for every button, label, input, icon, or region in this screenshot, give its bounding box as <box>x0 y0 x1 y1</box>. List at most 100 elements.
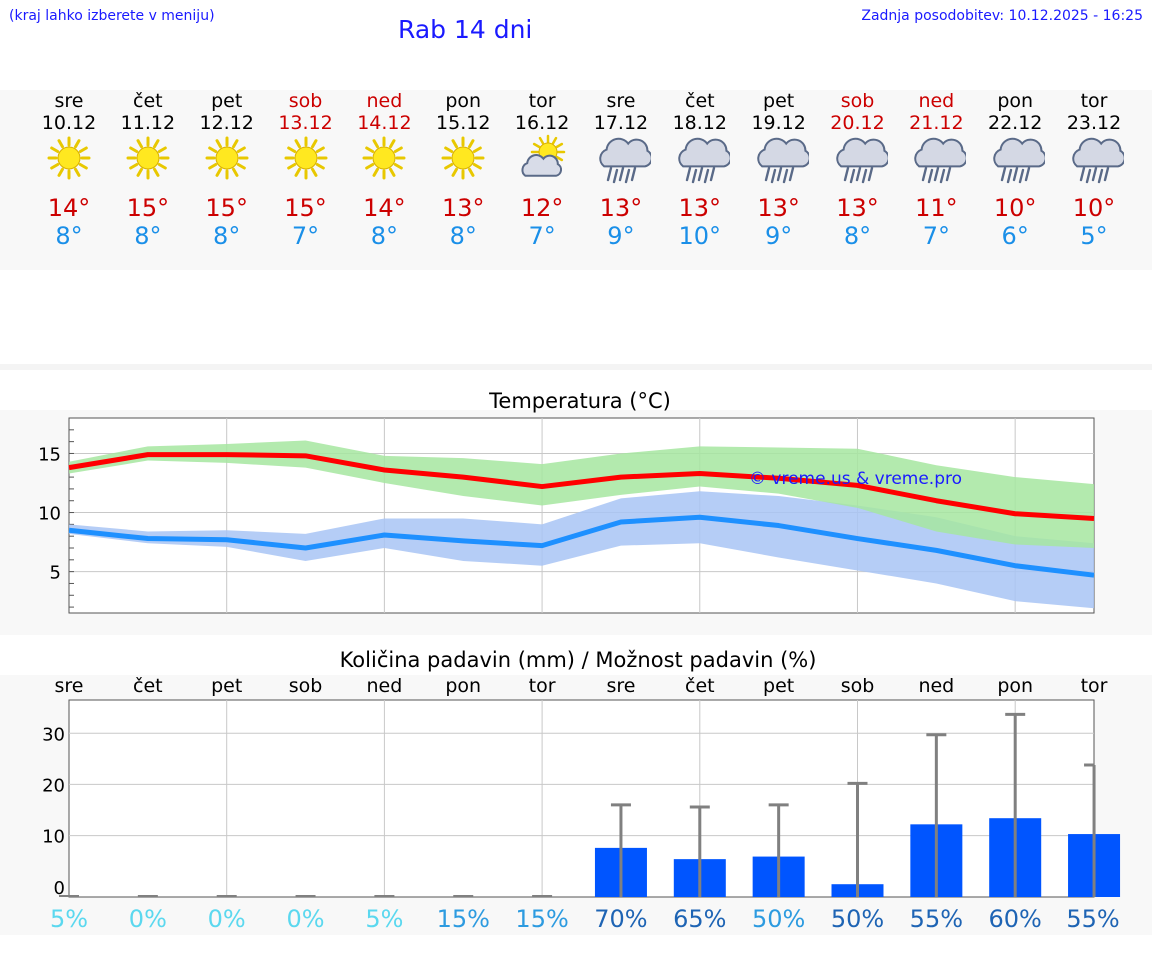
precip-probability: 15% <box>437 905 490 933</box>
sun-ray <box>444 163 454 170</box>
weather-icon <box>362 136 406 180</box>
day-column: čet 11.12 15° 8° <box>108 90 188 250</box>
precip-probability: 0% <box>208 905 246 933</box>
x-tick-label: ned <box>367 675 403 697</box>
day-name: sre <box>54 90 84 112</box>
precip-probability: 65% <box>673 905 726 933</box>
rain-drop <box>782 168 788 184</box>
precip-probability: 55% <box>1066 905 1119 933</box>
day-column: ned 14.12 14° 8° <box>344 90 424 250</box>
day-name: ned <box>918 90 955 112</box>
sun-icon <box>47 136 91 180</box>
rain-cloud-icon <box>756 137 811 184</box>
rain-drop <box>788 166 794 182</box>
sun-disc <box>372 146 396 170</box>
temp-min: 8° <box>370 222 399 250</box>
cloud-shape <box>678 137 732 168</box>
rain-drop <box>922 166 928 182</box>
rain-drop <box>928 168 934 184</box>
rain-drop <box>697 166 703 182</box>
temp-min: 8° <box>134 222 162 250</box>
weather-icon <box>205 136 249 180</box>
x-tick-label: pet <box>211 675 242 697</box>
cloud-shape <box>1072 137 1126 168</box>
y-tick-label: 30 <box>42 724 65 745</box>
x-tick-label: sre <box>55 675 84 697</box>
rain-cloud-icon <box>993 137 1047 184</box>
day-date: 18.12 <box>672 112 727 134</box>
x-tick-label: čet <box>133 675 163 697</box>
day-name: pon <box>997 90 1034 112</box>
sun-ray <box>215 139 222 149</box>
day-column: sob 13.12 15° 7° <box>266 90 346 250</box>
day-date: 15.12 <box>436 112 491 134</box>
sun-icon <box>441 136 485 180</box>
x-tick-label: sre <box>606 675 635 697</box>
x-tick-label: ned <box>918 675 954 697</box>
day-date: 22.12 <box>987 112 1043 134</box>
sun-ray <box>294 139 301 149</box>
forecast-days-panel: sre 10.12 14° 8° čet 11.12 15° 8° pet 12.12 15° 8° s… <box>0 90 1152 270</box>
day-date: 10.12 <box>41 112 97 134</box>
y-tick-label: 0 <box>54 878 65 899</box>
rain-drop <box>1000 166 1007 182</box>
temperature-chart: Temperatura (°C) 5 10 15 © vreme.us & vreme.… <box>0 389 1152 635</box>
rain-drop <box>764 166 770 182</box>
precip-probability: 70% <box>594 905 647 933</box>
cloud-shape <box>756 137 811 168</box>
chart-title: Temperatura (°C) <box>488 389 671 413</box>
temp-max: 15° <box>205 194 248 222</box>
rain-drop <box>770 168 776 184</box>
sun-ray <box>215 167 222 177</box>
sun-ray <box>236 163 246 170</box>
watermark: © vreme.us & vreme.pro <box>749 469 962 489</box>
precip-probability: 50% <box>752 905 805 933</box>
day-column: čet 18.12 13° 10° <box>660 90 740 250</box>
temp-min: 6° <box>1001 222 1029 250</box>
sun-ray <box>157 146 167 153</box>
precip-probability: 55% <box>910 905 963 933</box>
sun-disc <box>215 146 239 170</box>
x-tick-label: sob <box>841 675 875 697</box>
weather-icon <box>599 137 653 184</box>
rain-drop <box>861 168 867 184</box>
sun-ray <box>157 163 167 170</box>
rain-cloud-icon <box>835 137 890 184</box>
sun-ray <box>50 146 60 153</box>
day-name: tor <box>1080 90 1108 112</box>
rain-drop <box>1085 168 1092 184</box>
temp-min: 8° <box>213 222 241 250</box>
precip-probability: 5% <box>365 905 403 933</box>
y-tick-label: 10 <box>42 827 65 848</box>
weather-icon <box>441 136 485 180</box>
sun-ray <box>286 146 296 153</box>
weather-icon <box>678 137 732 184</box>
day-name: pet <box>211 90 243 112</box>
precip-probability: 5% <box>50 905 88 933</box>
max-temp-line <box>68 452 1095 521</box>
sun-ray <box>136 167 143 177</box>
day-name: tor <box>528 90 556 112</box>
day-name: pon <box>445 90 482 112</box>
day-column: sre 17.12 13° 9° <box>581 90 661 250</box>
weather-icon <box>47 136 91 180</box>
rain-drop <box>1006 168 1013 184</box>
temp-min: 5° <box>1080 222 1108 250</box>
day-name: čet <box>133 90 163 112</box>
sun-disc <box>136 146 160 170</box>
sun-ray <box>315 146 325 153</box>
rain-drop <box>630 166 637 182</box>
rain-drop <box>934 166 940 182</box>
rain-cloud-icon <box>599 137 653 184</box>
sun-ray <box>152 139 160 149</box>
rain-cloud-icon <box>914 137 969 184</box>
x-tick-label: pon <box>997 675 1033 697</box>
day-name: sob <box>840 90 875 112</box>
x-tick-label: pet <box>763 675 794 697</box>
sun-ray <box>468 167 475 177</box>
x-tick-label: pon <box>445 675 481 697</box>
weather-icon <box>126 136 170 180</box>
temp-max: 15° <box>284 194 327 222</box>
sun-ray <box>310 167 318 177</box>
day-date: 13.12 <box>278 112 333 134</box>
